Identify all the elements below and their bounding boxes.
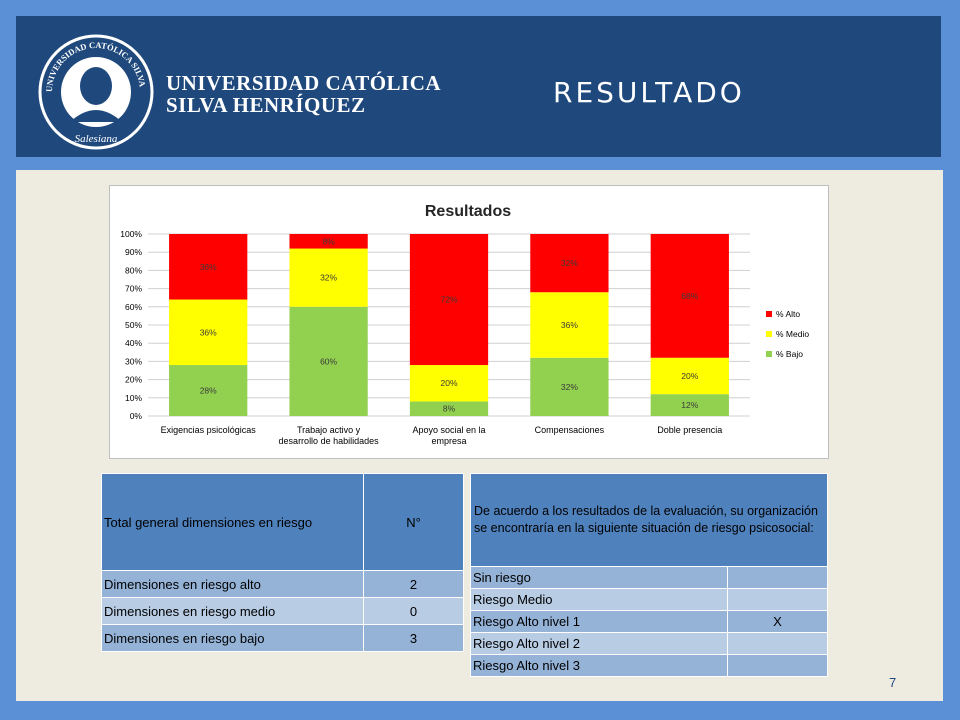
row-mark (727, 588, 828, 611)
row-mark (727, 566, 828, 589)
table-row: Riesgo Alto nivel 1 X (470, 610, 828, 633)
x-category-label: Compensaciones (535, 425, 605, 435)
bar-segment (289, 248, 368, 307)
y-tick-label: 60% (125, 302, 142, 312)
page-number: 7 (889, 675, 897, 690)
row-value: 2 (363, 570, 464, 598)
data-label: 32% (561, 382, 578, 392)
row-label: Riesgo Alto nivel 1 (470, 610, 728, 633)
legend-label: % Bajo (776, 349, 803, 359)
bar-segment (409, 365, 489, 402)
legend-swatch (766, 311, 772, 317)
x-category-label: Doble presencia (657, 425, 722, 435)
bar-segment (169, 299, 248, 366)
row-value: 0 (363, 597, 464, 625)
data-label: 8% (443, 404, 456, 414)
data-label: 28% (200, 386, 217, 396)
bar-segment (409, 401, 489, 416)
bar-segment (289, 306, 368, 416)
y-tick-label: 20% (125, 375, 142, 385)
bar-segment (530, 357, 609, 416)
bar-segment (530, 292, 609, 358)
university-name: UNIVERSIDAD CATÓLICA SILVA HENRÍQUEZ (166, 72, 441, 116)
row-label: Dimensiones en riesgo medio (101, 597, 364, 625)
svg-text:Salesiana: Salesiana (75, 133, 118, 145)
bar-segment (650, 234, 729, 358)
y-tick-label: 30% (125, 356, 142, 366)
header-cell-count: N° (363, 473, 464, 571)
row-mark: X (727, 610, 828, 633)
university-seal-logo: UNIVERSIDAD CATÓLICA SILVA HENRÍQUEZ Sal… (36, 28, 154, 150)
y-tick-label: 50% (125, 320, 142, 330)
row-label: Sin riesgo (470, 566, 728, 589)
data-label: 12% (681, 400, 698, 410)
row-label: Riesgo Alto nivel 2 (470, 632, 728, 655)
slide-header: UNIVERSIDAD CATÓLICA SILVA HENRÍQUEZ Sal… (16, 16, 941, 157)
row-label: Dimensiones en riesgo bajo (101, 624, 364, 652)
y-tick-label: 90% (125, 247, 142, 257)
x-category-label: Exigencias psicológicas (161, 425, 257, 435)
table-row: Dimensiones en riesgo alto 2 (101, 570, 464, 598)
legend-swatch (766, 351, 772, 357)
table-row: Riesgo Medio (470, 588, 828, 611)
data-label: 8% (322, 236, 335, 246)
header-cell-label: Total general dimensiones en riesgo (101, 473, 364, 571)
bar-segment (169, 365, 248, 416)
y-tick-label: 40% (125, 338, 142, 348)
data-label: 36% (561, 320, 578, 330)
legend-label: % Alto (776, 309, 800, 319)
data-label: 68% (681, 291, 698, 301)
table-row: Dimensiones en riesgo medio 0 (101, 597, 464, 625)
y-tick-label: 70% (125, 284, 142, 294)
table-header-row: De acuerdo a los resultados de la evalua… (470, 473, 828, 567)
y-tick-label: 100% (120, 229, 142, 239)
y-tick-label: 0% (130, 411, 143, 421)
data-label: 36% (200, 327, 217, 337)
row-value: 3 (363, 624, 464, 652)
bar-segment (289, 234, 368, 249)
university-name-line2: SILVA HENRÍQUEZ (166, 93, 366, 117)
page-title: RESULTADO (553, 76, 745, 109)
data-label: 60% (320, 356, 337, 366)
risk-dimensions-table: Total general dimensiones en riesgo N° D… (101, 473, 464, 652)
row-mark (727, 632, 828, 655)
x-category-label: Trabajo activo y (297, 425, 361, 435)
chart-canvas: Resultados 0% 10% 20% 30% 40% 50% 60% 70% 80% 90% 1… (120, 203, 809, 446)
table-row: Riesgo Alto nivel 2 (470, 632, 828, 655)
data-label: 20% (440, 378, 457, 388)
data-label: 20% (681, 371, 698, 381)
table-row: Dimensiones en riesgo bajo 3 (101, 624, 464, 652)
bar-segment (650, 357, 729, 395)
y-tick-label: 80% (125, 265, 142, 275)
legend-label: % Medio (776, 329, 809, 339)
header-cell: De acuerdo a los resultados de la evalua… (470, 473, 828, 567)
risk-situation-table: De acuerdo a los resultados de la evalua… (470, 473, 828, 677)
table-row: Riesgo Alto nivel 3 (470, 654, 828, 677)
data-label: 72% (440, 295, 457, 305)
chart-title: Resultados (425, 203, 511, 220)
bar-segment (530, 234, 609, 293)
data-label: 32% (320, 273, 337, 283)
x-category-label: Apoyo social en la (412, 425, 485, 435)
bar-segment (650, 394, 729, 416)
bar-segment (169, 234, 248, 300)
table-header-row: Total general dimensiones en riesgo N° (101, 473, 464, 571)
x-category-label: empresa (431, 436, 466, 446)
row-label: Riesgo Medio (470, 588, 728, 611)
row-label: Dimensiones en riesgo alto (101, 570, 364, 598)
row-mark (727, 654, 828, 677)
table-row: Sin riesgo (470, 566, 828, 589)
data-label: 36% (200, 262, 217, 272)
legend-swatch (766, 331, 772, 337)
x-category-label: desarrollo de habilidades (279, 436, 380, 446)
results-chart: Resultados 0% 10% 20% 30% 40% 50% 60% 70% 80% 90% 1… (109, 185, 829, 459)
y-tick-label: 10% (125, 393, 142, 403)
row-label: Riesgo Alto nivel 3 (470, 654, 728, 677)
bar-segment (409, 234, 489, 366)
data-label: 32% (561, 258, 578, 268)
university-name-line1: UNIVERSIDAD CATÓLICA (166, 71, 442, 95)
